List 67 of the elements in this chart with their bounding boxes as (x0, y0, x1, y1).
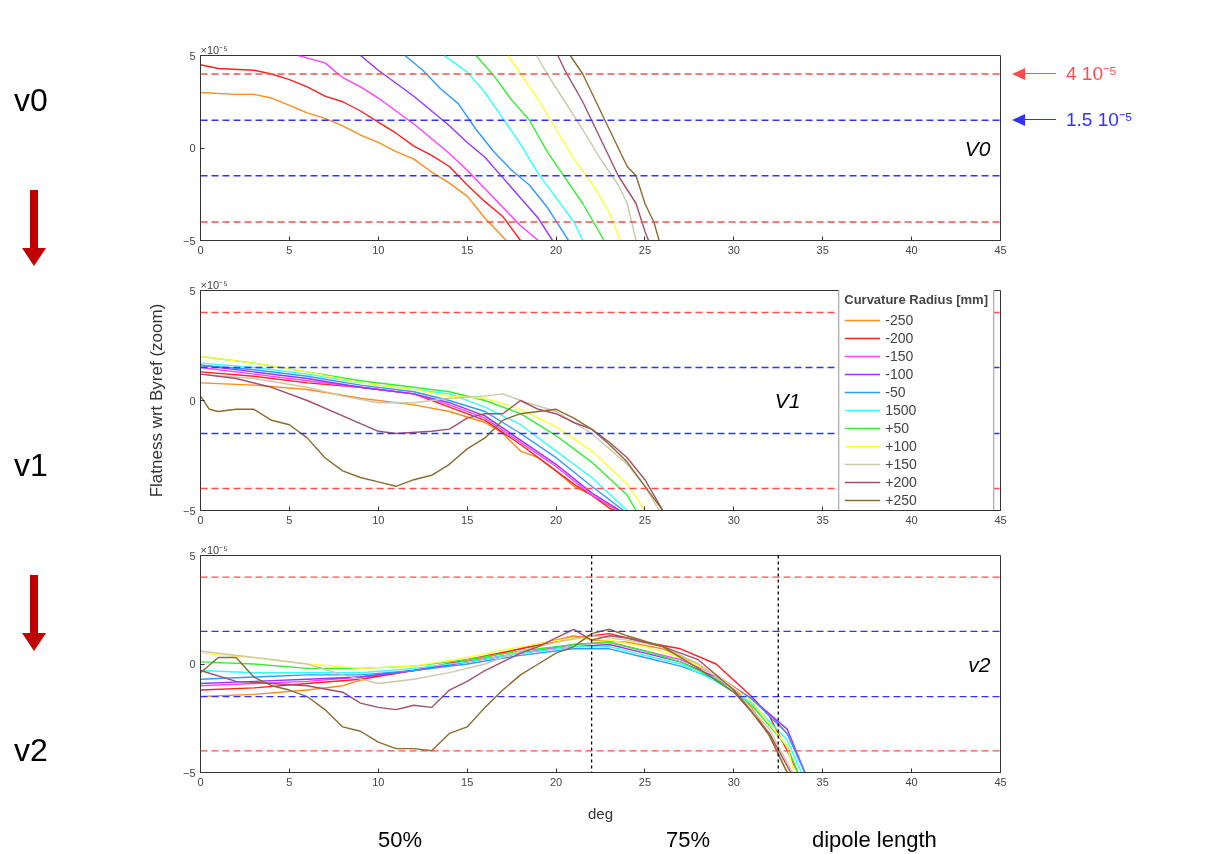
legend-label: +100 (885, 438, 917, 454)
annotation: v2 (968, 652, 991, 676)
x-tick-label: 0 (197, 513, 204, 526)
y-tick-label: −5 (182, 504, 196, 517)
y-tick-label: 5 (189, 49, 196, 62)
x-tick-label: 15 (461, 243, 474, 256)
x-tick-label: 20 (549, 243, 563, 256)
legend-label: +50 (885, 420, 909, 436)
text: 50% (377, 826, 423, 854)
x-tick-label: 20 (549, 775, 563, 788)
x-tick-label: 35 (816, 243, 829, 256)
x-tick-label: 30 (727, 513, 740, 526)
legend-label: -50 (885, 384, 906, 400)
x-tick-label: 25 (638, 513, 652, 526)
x-tick-label: 40 (905, 775, 918, 788)
annotation: V0 (964, 136, 991, 160)
x-tick-label: 0 (197, 775, 204, 788)
annotation: ×10⁻⁵ (200, 278, 228, 291)
x-tick-label: 20 (549, 513, 563, 526)
y-tick-label: 0 (189, 658, 196, 670)
text: v2 (14, 731, 48, 770)
legend-label: +200 (885, 474, 917, 490)
legend-label: -250 (885, 312, 914, 328)
y-tick-label: −5 (182, 234, 196, 247)
x-tick-label: 10 (372, 513, 385, 526)
y-axis-title: Flatness wrt Byref (zoom) (146, 303, 166, 498)
x-tick-label: 25 (638, 775, 652, 788)
x-tick-label: 10 (372, 243, 385, 256)
ref-line-label: 4 10⁻⁵ (1066, 61, 1117, 86)
legend-label: -200 (885, 330, 914, 346)
text: 75% (665, 826, 711, 854)
legend-label: 1500 (885, 402, 917, 418)
x-tick-label: 0 (197, 243, 204, 256)
x-tick-label: 35 (816, 513, 829, 526)
x-tick-label: 45 (994, 775, 1007, 788)
x-tick-label: 5 (286, 775, 293, 788)
legend-label: +250 (885, 492, 917, 508)
text: ×10⁻⁵ (200, 543, 228, 556)
text: v1 (14, 446, 48, 485)
x-tick-label: 30 (727, 243, 740, 256)
x-tick-label: 15 (461, 513, 474, 526)
x-axis-title: deg (587, 804, 614, 822)
text: v0 (14, 81, 48, 120)
y-tick-label: −5 (182, 766, 196, 779)
x-tick-label: 40 (905, 513, 918, 526)
legend-label: +150 (885, 456, 917, 472)
ref-line-label: 1.5 10⁻⁵ (1066, 107, 1133, 132)
annotation: V1 (774, 389, 801, 412)
y-tick-label: 0 (189, 394, 196, 407)
x-tick-label: 5 (286, 243, 293, 256)
x-tick-label: 45 (994, 513, 1007, 526)
legend-title: Curvature Radius [mm] (844, 292, 988, 307)
x-tick-label: 25 (638, 243, 652, 256)
legend-label: -150 (885, 348, 914, 364)
y-tick-label: 5 (189, 284, 196, 297)
x-tick-label: 15 (461, 775, 474, 788)
text: dipole length (812, 826, 937, 854)
y-tick-label: 0 (189, 142, 196, 154)
x-tick-label: 10 (372, 775, 385, 788)
x-tick-label: 35 (816, 775, 829, 788)
x-tick-label: 40 (905, 243, 918, 256)
x-tick-label: 30 (727, 775, 740, 788)
x-tick-label: 45 (994, 243, 1007, 256)
x-tick-label: 5 (286, 513, 293, 526)
text: ×10⁻⁵ (200, 43, 228, 56)
y-tick-label: 5 (189, 549, 196, 562)
legend-label: -100 (885, 366, 914, 382)
